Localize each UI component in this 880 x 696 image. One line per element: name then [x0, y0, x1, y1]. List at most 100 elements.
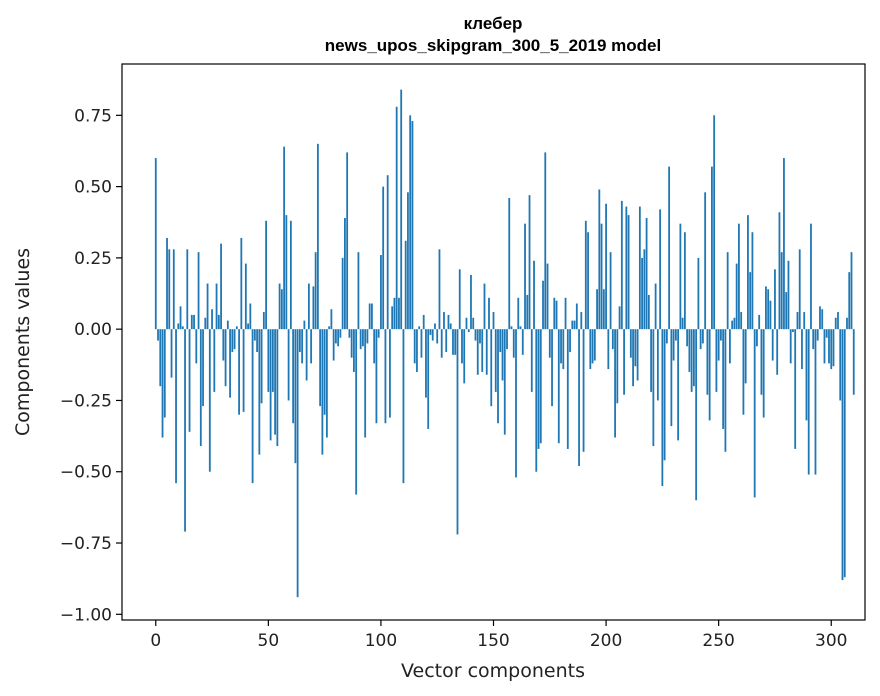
bar-154	[501, 329, 504, 381]
bar-307	[846, 317, 848, 330]
bar-25	[211, 309, 213, 330]
bar-1	[157, 329, 159, 341]
bar-14	[186, 249, 189, 330]
bar-140	[470, 274, 472, 330]
bar-173	[544, 152, 547, 330]
bar-266	[753, 329, 756, 498]
bar-34	[231, 329, 234, 352]
bar-206	[618, 306, 621, 330]
bar-201	[607, 329, 610, 370]
x-axis-label: Vector components	[401, 660, 585, 682]
bar-184	[569, 329, 571, 352]
bar-171	[539, 329, 542, 444]
bar-186	[573, 320, 576, 330]
bar-17	[193, 314, 195, 330]
bar-172	[542, 280, 544, 330]
bar-195	[593, 329, 596, 361]
y-tick-label: −0.25	[60, 391, 112, 411]
bar-190	[582, 329, 585, 452]
bar-261	[742, 329, 745, 415]
y-axis-label: Components values	[12, 248, 34, 436]
bar-64	[298, 329, 301, 352]
bar-156	[506, 329, 508, 350]
bar-99	[377, 329, 380, 338]
bar-128	[443, 312, 445, 330]
bar-181	[562, 329, 565, 370]
bar-282	[789, 329, 792, 364]
bar-199	[602, 289, 605, 330]
bar-18	[195, 329, 198, 364]
bar-124	[434, 323, 436, 330]
bar-204	[614, 329, 616, 438]
bar-167	[530, 329, 533, 392]
bar-294	[816, 329, 819, 341]
bar-194	[591, 329, 594, 364]
bar-117	[418, 326, 421, 330]
bar-243	[701, 329, 704, 344]
bar-74	[321, 329, 324, 455]
bar-26	[213, 329, 216, 392]
bar-277	[778, 212, 781, 330]
bar-250	[717, 329, 720, 361]
bar-230	[672, 329, 675, 361]
bar-155	[503, 329, 506, 435]
bar-164	[524, 223, 526, 330]
plot-frame	[121, 63, 866, 621]
bar-5	[166, 237, 168, 330]
bar-83	[341, 257, 344, 330]
bar-23	[206, 283, 209, 330]
bar-8	[172, 249, 175, 330]
bar-174	[546, 263, 549, 330]
bar-285	[796, 312, 799, 330]
bar-20	[199, 329, 202, 447]
bar-126	[438, 249, 441, 330]
bar-211	[629, 329, 632, 358]
bar-121	[427, 329, 430, 429]
bar-191	[584, 220, 587, 330]
bar-62	[294, 329, 297, 464]
bar-56	[280, 289, 283, 330]
bar-235	[683, 232, 686, 330]
bar-46	[258, 329, 261, 455]
bar-296	[821, 309, 824, 330]
bar-169	[535, 329, 538, 472]
bar-260	[740, 312, 743, 330]
bar-133	[454, 329, 457, 355]
bar-237	[688, 329, 691, 372]
bar-139	[467, 329, 470, 333]
bar-183	[566, 329, 569, 449]
bar-242	[699, 329, 702, 350]
bar-4	[163, 329, 166, 418]
bar-78	[330, 309, 333, 330]
bar-244	[704, 192, 707, 330]
bar-219	[647, 294, 650, 330]
bar-264	[749, 272, 752, 330]
bar-80	[334, 329, 337, 344]
bar-51	[269, 329, 272, 441]
bar-161	[517, 297, 520, 330]
bar-227	[665, 329, 668, 344]
bar-217	[643, 249, 646, 330]
bar-30	[222, 329, 225, 361]
bar-142	[474, 329, 477, 341]
bar-258	[735, 263, 738, 330]
bar-306	[843, 329, 846, 578]
bar-67	[305, 329, 308, 381]
bar-9	[175, 329, 177, 484]
bar-54	[276, 329, 279, 447]
bar-308	[848, 272, 851, 330]
bar-127	[440, 329, 443, 358]
bar-182	[564, 297, 567, 330]
bar-71	[314, 252, 317, 330]
bar-267	[756, 329, 758, 347]
bar-55	[278, 283, 281, 330]
bar-263	[747, 215, 749, 330]
bar-176	[551, 329, 553, 407]
bar-198	[600, 223, 603, 330]
bar-73	[319, 329, 322, 407]
bar-103	[386, 175, 389, 330]
bar-37	[238, 329, 240, 415]
bar-269	[760, 329, 763, 395]
bar-256	[731, 320, 734, 330]
bar-84	[344, 217, 346, 330]
